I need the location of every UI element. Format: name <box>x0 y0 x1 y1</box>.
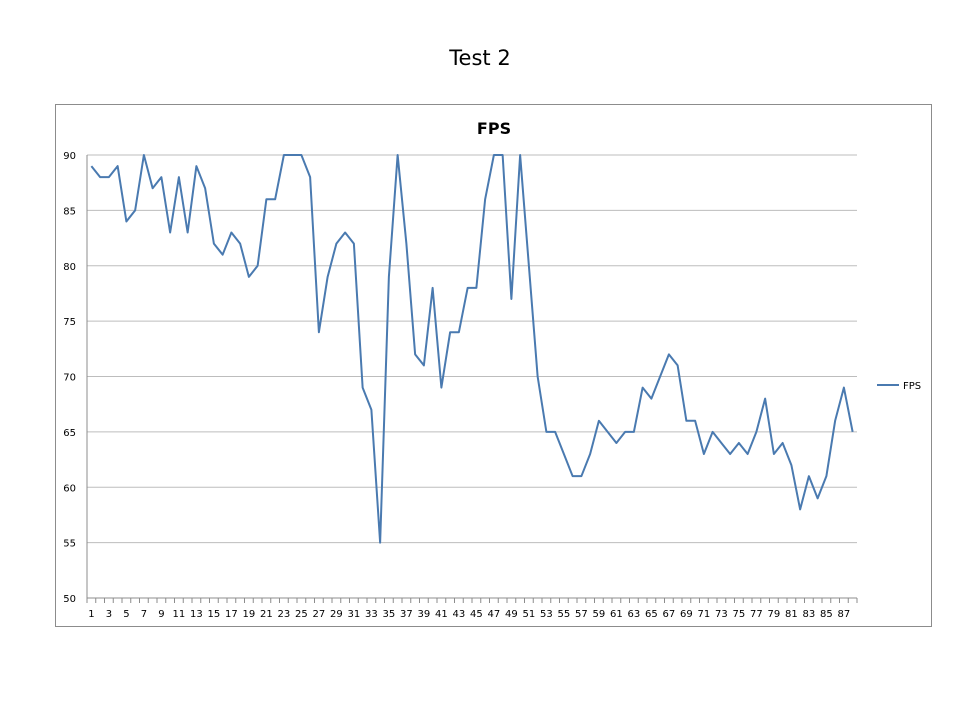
chart-title: FPS <box>477 119 511 138</box>
y-tick-label: 75 <box>63 317 76 328</box>
x-tick-label: 87 <box>838 609 851 620</box>
x-tick-label: 57 <box>575 609 588 620</box>
x-tick-label: 67 <box>663 609 676 620</box>
x-tick-label: 17 <box>225 609 238 620</box>
x-tick-label: 25 <box>295 609 308 620</box>
x-tick-label: 59 <box>593 609 606 620</box>
x-tick-label: 23 <box>278 609 291 620</box>
series-group <box>90 154 854 544</box>
x-tick-label: 29 <box>330 609 343 620</box>
y-tick-label: 65 <box>63 428 76 439</box>
x-tick-label: 13 <box>190 609 203 620</box>
x-tick-label: 3 <box>106 609 112 620</box>
y-tick-labels: 50 55 60 65 70 75 80 85 90 <box>63 151 76 605</box>
x-tick-label: 35 <box>383 609 396 620</box>
x-tick-label: 45 <box>470 609 483 620</box>
x-tick-label: 43 <box>453 609 466 620</box>
x-tick-label: 71 <box>698 609 711 620</box>
x-tick-label: 37 <box>400 609 413 620</box>
x-tick-label: 75 <box>733 609 746 620</box>
series-line-fps <box>90 154 854 544</box>
x-tick-label: 61 <box>610 609 623 620</box>
x-tick-label: 27 <box>313 609 326 620</box>
y-tick-label: 70 <box>63 373 76 384</box>
x-tick-label: 5 <box>123 609 129 620</box>
x-tick-label: 19 <box>243 609 256 620</box>
x-tick-label: 47 <box>488 609 501 620</box>
x-tick-labels: 1 3 5 7 9 11 13 15 17 19 21 23 25 27 29 31 33 35 37 39 41 43 4… <box>88 609 850 620</box>
y-tick-label: 80 <box>63 262 76 273</box>
grid-lines <box>87 154 857 544</box>
x-tick-label: 83 <box>803 609 816 620</box>
x-tick-label: 1 <box>88 609 94 620</box>
x-tick-label: 39 <box>418 609 431 620</box>
x-tick-label: 11 <box>173 609 186 620</box>
y-tick-label: 90 <box>63 151 76 162</box>
y-tick-label: 60 <box>63 483 76 494</box>
x-tick-label: 9 <box>158 609 164 620</box>
x-tick-label: 51 <box>523 609 536 620</box>
x-tick-label: 85 <box>820 609 833 620</box>
x-tick-label: 33 <box>365 609 378 620</box>
legend-label: FPS <box>903 381 921 392</box>
x-tick-label: 73 <box>715 609 728 620</box>
y-tick-label: 85 <box>63 206 76 217</box>
x-tick-label: 53 <box>540 609 553 620</box>
x-tick-label: 79 <box>768 609 781 620</box>
x-tick-label: 65 <box>645 609 658 620</box>
x-tick-label: 55 <box>558 609 571 620</box>
slide-title: Test 2 <box>449 46 511 70</box>
x-tick-label: 63 <box>628 609 641 620</box>
x-tick-label: 31 <box>348 609 361 620</box>
x-tick-label: 7 <box>141 609 147 620</box>
x-tick-label: 21 <box>260 609 273 620</box>
x-tick-label: 15 <box>208 609 221 620</box>
axes <box>86 155 858 603</box>
x-tick-label: 69 <box>680 609 693 620</box>
chart-frame <box>55 104 932 627</box>
legend: FPS <box>877 381 921 392</box>
x-tick-label: 49 <box>505 609 518 620</box>
x-tick-label: 81 <box>785 609 798 620</box>
x-tick-label: 77 <box>750 609 763 620</box>
y-tick-label: 55 <box>63 539 76 550</box>
x-tick-label: 41 <box>435 609 448 620</box>
y-tick-label: 50 <box>63 594 76 605</box>
